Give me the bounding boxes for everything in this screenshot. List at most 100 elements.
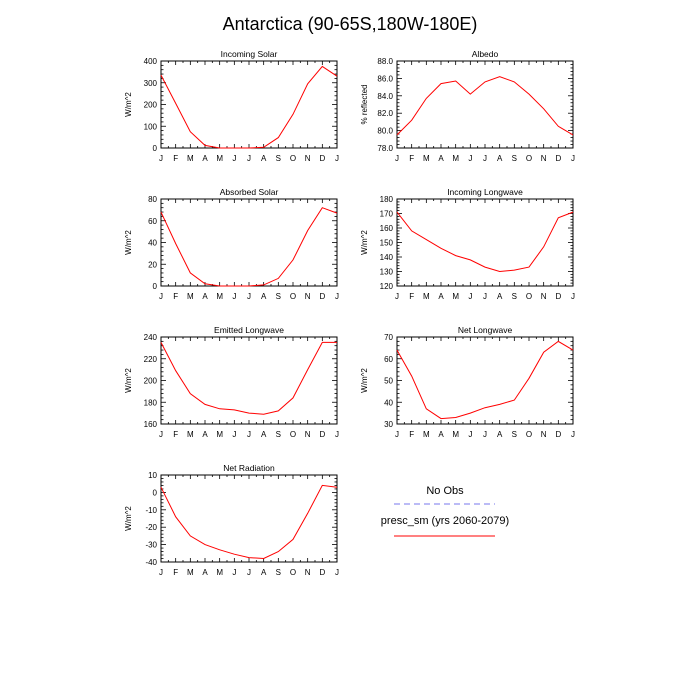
x-tick-label: N bbox=[541, 430, 547, 439]
plot-frame bbox=[396, 198, 574, 287]
series-line bbox=[396, 340, 574, 420]
x-tick-label: N bbox=[305, 568, 311, 577]
x-tick-label: J bbox=[468, 154, 472, 163]
x-tick-label: D bbox=[555, 154, 561, 163]
x-tick-label: S bbox=[512, 292, 517, 301]
x-tick-label: J bbox=[247, 292, 251, 301]
x-tick-label: O bbox=[290, 430, 296, 439]
x-tick-label: S bbox=[276, 430, 281, 439]
plot-frame bbox=[160, 474, 338, 563]
y-tick-label: 82.0 bbox=[377, 109, 393, 118]
legend: No Obs presc_sm (yrs 2060-2079) bbox=[381, 485, 509, 537]
y-tick-label: 50 bbox=[384, 377, 393, 386]
x-tick-label: D bbox=[319, 154, 325, 163]
x-tick-label: A bbox=[438, 154, 444, 163]
y-axis-label: W/m^2 bbox=[360, 368, 369, 393]
x-tick-label: S bbox=[512, 154, 517, 163]
x-tick-label: M bbox=[216, 292, 223, 301]
y-tick-label: 240 bbox=[144, 333, 158, 342]
x-tick-label: J bbox=[571, 154, 575, 163]
y-tick-label: 86.0 bbox=[377, 74, 393, 83]
x-tick-label: J bbox=[483, 430, 487, 439]
x-tick-label: S bbox=[512, 430, 517, 439]
panel-title: Net Radiation bbox=[223, 463, 275, 473]
y-tick-label: 0 bbox=[153, 144, 158, 153]
x-tick-label: O bbox=[526, 292, 532, 301]
x-tick-label: A bbox=[497, 292, 503, 301]
x-tick-label: O bbox=[290, 292, 296, 301]
y-tick-label: 0 bbox=[153, 282, 158, 291]
x-tick-label: O bbox=[526, 154, 532, 163]
x-tick-label: M bbox=[216, 154, 223, 163]
legend-label-model: presc_sm (yrs 2060-2079) bbox=[381, 515, 509, 527]
x-tick-label: M bbox=[423, 430, 430, 439]
x-tick-label: J bbox=[395, 154, 399, 163]
y-axis-label: W/m^2 bbox=[360, 230, 369, 255]
x-tick-label: J bbox=[159, 154, 163, 163]
x-tick-label: J bbox=[247, 430, 251, 439]
y-tick-label: 400 bbox=[144, 57, 158, 66]
y-tick-label: 60 bbox=[384, 355, 393, 364]
plot-frame bbox=[160, 198, 338, 287]
x-tick-label: A bbox=[497, 154, 503, 163]
y-tick-label: 88.0 bbox=[377, 57, 393, 66]
x-tick-label: O bbox=[526, 430, 532, 439]
x-tick-label: A bbox=[202, 292, 208, 301]
y-tick-label: 20 bbox=[148, 260, 157, 269]
y-tick-label: 70 bbox=[384, 333, 393, 342]
x-tick-label: F bbox=[409, 154, 414, 163]
panel-title: Incoming Longwave bbox=[447, 187, 523, 197]
x-tick-label: J bbox=[232, 568, 236, 577]
x-tick-label: N bbox=[541, 154, 547, 163]
x-tick-label: M bbox=[216, 568, 223, 577]
x-tick-label: M bbox=[187, 292, 194, 301]
panel-title: Incoming Solar bbox=[221, 49, 278, 59]
x-tick-label: J bbox=[483, 154, 487, 163]
x-tick-label: O bbox=[290, 154, 296, 163]
series-line bbox=[160, 65, 338, 149]
y-tick-label: -20 bbox=[145, 523, 157, 532]
x-tick-label: F bbox=[409, 430, 414, 439]
y-tick-label: 200 bbox=[144, 377, 158, 386]
series-line bbox=[396, 76, 574, 136]
x-tick-label: J bbox=[232, 154, 236, 163]
y-tick-label: 80.0 bbox=[377, 127, 393, 136]
x-tick-label: J bbox=[395, 430, 399, 439]
plot-frame bbox=[160, 60, 338, 149]
x-tick-label: S bbox=[276, 292, 281, 301]
y-tick-label: 30 bbox=[384, 420, 393, 429]
y-axis-label: % reflected bbox=[360, 84, 369, 124]
y-tick-label: 60 bbox=[148, 217, 157, 226]
y-tick-label: 170 bbox=[380, 210, 394, 219]
y-tick-label: 130 bbox=[380, 268, 394, 277]
x-tick-label: J bbox=[571, 292, 575, 301]
y-tick-label: 160 bbox=[144, 420, 158, 429]
y-tick-label: 220 bbox=[144, 355, 158, 364]
x-tick-label: M bbox=[187, 154, 194, 163]
y-axis-label: W/m^2 bbox=[124, 230, 133, 255]
x-tick-label: D bbox=[555, 430, 561, 439]
y-tick-label: -40 bbox=[145, 558, 157, 567]
x-tick-label: D bbox=[319, 568, 325, 577]
y-tick-label: 180 bbox=[144, 398, 158, 407]
x-tick-label: M bbox=[187, 430, 194, 439]
y-axis-label: W/m^2 bbox=[124, 368, 133, 393]
legend-label-no-obs: No Obs bbox=[426, 485, 464, 497]
y-tick-label: 10 bbox=[148, 471, 157, 480]
figure-title: Antarctica (90-65S,180W-180E) bbox=[223, 14, 478, 34]
y-tick-label: 300 bbox=[144, 79, 158, 88]
y-tick-label: 40 bbox=[384, 398, 393, 407]
x-tick-label: M bbox=[423, 292, 430, 301]
y-tick-label: 180 bbox=[380, 195, 394, 204]
x-tick-label: F bbox=[173, 154, 178, 163]
x-tick-label: A bbox=[202, 430, 208, 439]
x-tick-label: N bbox=[541, 292, 547, 301]
